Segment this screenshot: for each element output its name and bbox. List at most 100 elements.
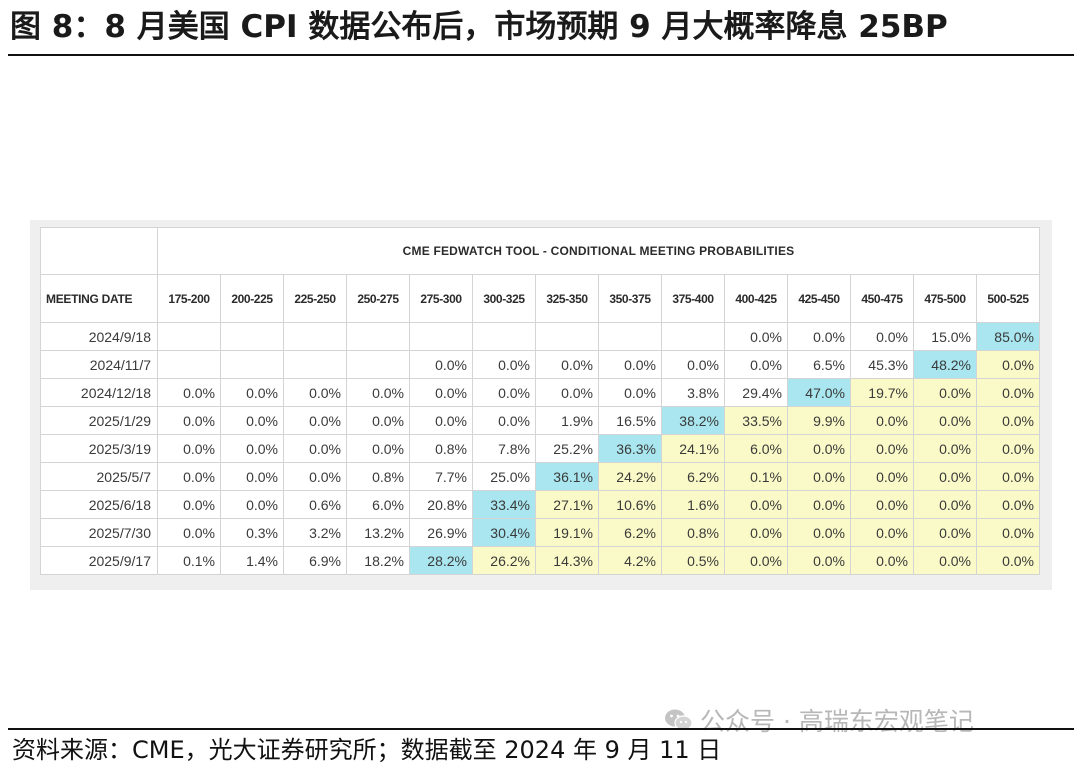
- range-header: 175-200: [157, 274, 221, 323]
- probability-cell: 3.8%: [661, 378, 725, 407]
- probability-cell: 0.0%: [472, 350, 536, 379]
- wechat-icon: [664, 708, 694, 739]
- probability-cell: 0.0%: [157, 434, 221, 463]
- probability-cell: 0.0%: [913, 406, 977, 435]
- probability-cell: [220, 350, 284, 379]
- table-row: 2025/1/29 0.0% 0.0% 0.0% 0.0% 0.0% 0.0% 1.9% 16.…: [40, 406, 1040, 435]
- probability-cell: 13.2%: [346, 518, 410, 547]
- probability-cell: 0.0%: [724, 490, 788, 519]
- probability-cell: 19.7%: [850, 378, 914, 407]
- probability-cell: 0.0%: [409, 378, 473, 407]
- probability-cell: [157, 350, 221, 379]
- range-header: 350-375: [598, 274, 662, 323]
- probability-cell: 0.0%: [850, 322, 914, 351]
- probability-cell: 0.0%: [409, 350, 473, 379]
- probability-cell: 14.3%: [535, 546, 599, 575]
- probability-cell: 7.8%: [472, 434, 536, 463]
- probability-cell: 36.1%: [535, 462, 599, 491]
- probability-cell: 0.0%: [787, 490, 851, 519]
- probability-cell: 0.0%: [913, 434, 977, 463]
- range-header: 250-275: [346, 274, 410, 323]
- probability-cell: 0.0%: [724, 350, 788, 379]
- probability-cell: 1.6%: [661, 490, 725, 519]
- range-header: 475-500: [913, 274, 977, 323]
- probability-cell: 0.0%: [913, 378, 977, 407]
- probability-cell: 0.5%: [661, 546, 725, 575]
- probability-cell: 0.0%: [913, 546, 977, 575]
- probability-cell: 29.4%: [724, 378, 788, 407]
- probability-cell: 19.1%: [535, 518, 599, 547]
- watermark-text: 公众号 · 高瑞东宏观笔记: [700, 707, 974, 736]
- probability-cell: 0.1%: [724, 462, 788, 491]
- range-header: 225-250: [283, 274, 347, 323]
- probability-cell: 0.0%: [976, 490, 1040, 519]
- probability-cell: 26.2%: [472, 546, 536, 575]
- probability-cell: [472, 322, 536, 351]
- probability-cell: 47.0%: [787, 378, 851, 407]
- probability-cell: 0.0%: [850, 434, 914, 463]
- meeting-date-cell: 2025/3/19: [40, 434, 158, 463]
- probability-cell: 0.0%: [787, 434, 851, 463]
- probability-cell: 6.5%: [787, 350, 851, 379]
- probability-cell: 6.2%: [661, 462, 725, 491]
- probability-cell: 27.1%: [535, 490, 599, 519]
- table-row: 2025/3/19 0.0% 0.0% 0.0% 0.0% 0.8% 7.8% 25.2% 36…: [40, 434, 1040, 463]
- probability-cell: [220, 322, 284, 351]
- range-header: 400-425: [724, 274, 788, 323]
- probability-cell: [598, 322, 662, 351]
- probability-cell: 0.0%: [157, 462, 221, 491]
- probability-cell: 0.0%: [220, 434, 284, 463]
- probability-cell: 0.0%: [157, 490, 221, 519]
- figure-title: 图 8：8 月美国 CPI 数据公布后，市场预期 9 月大概率降息 25BP: [10, 9, 948, 45]
- probability-cell: 0.0%: [472, 378, 536, 407]
- probability-cell: 30.4%: [472, 518, 536, 547]
- probability-cell: 0.0%: [220, 406, 284, 435]
- probability-cell: 4.2%: [598, 546, 662, 575]
- probability-cell: 0.0%: [913, 462, 977, 491]
- probability-cell: 0.0%: [220, 462, 284, 491]
- probability-cell: 0.0%: [976, 406, 1040, 435]
- probability-cell: 0.0%: [157, 406, 221, 435]
- meeting-date-cell: 2025/6/18: [40, 490, 158, 519]
- probability-cell: [346, 350, 410, 379]
- corner-cell: [40, 227, 158, 275]
- meeting-date-cell: 2025/1/29: [40, 406, 158, 435]
- probability-cell: 0.0%: [283, 462, 347, 491]
- probability-cell: 0.0%: [976, 378, 1040, 407]
- probability-cell: 6.9%: [283, 546, 347, 575]
- table-row: 2024/12/18 0.0% 0.0% 0.0% 0.0% 0.0% 0.0% 0.0% 0.…: [40, 378, 1040, 407]
- probability-cell: [283, 350, 347, 379]
- probability-cell: 0.6%: [283, 490, 347, 519]
- probability-cell: [409, 322, 473, 351]
- probability-cell: 18.2%: [346, 546, 410, 575]
- table-row: 2025/9/17 0.1% 1.4% 6.9% 18.2% 28.2% 26.2% 14.3…: [40, 546, 1040, 575]
- probability-cell: 0.0%: [913, 490, 977, 519]
- probability-cell: 0.8%: [346, 462, 410, 491]
- probability-cell: 7.7%: [409, 462, 473, 491]
- probability-cell: 6.0%: [346, 490, 410, 519]
- range-header: 375-400: [661, 274, 725, 323]
- probability-cell: 36.3%: [598, 434, 662, 463]
- probability-cell: 45.3%: [850, 350, 914, 379]
- table-row: 2025/7/30 0.0% 0.3% 3.2% 13.2% 26.9% 30.4% 19.1…: [40, 518, 1040, 547]
- probability-cell: 3.2%: [283, 518, 347, 547]
- probability-cell: 0.0%: [976, 518, 1040, 547]
- probability-cell: [661, 322, 725, 351]
- range-header: 275-300: [409, 274, 473, 323]
- table-row: 2024/11/7 0.0% 0.0% 0.0% 0.0% 0.0% 0.0% 6.5% 45.…: [40, 350, 1040, 379]
- meeting-date-header: MEETING DATE: [40, 274, 158, 323]
- probability-cell: 0.0%: [976, 350, 1040, 379]
- probability-cell: 0.0%: [346, 378, 410, 407]
- probability-cell: 10.6%: [598, 490, 662, 519]
- probability-cell: [535, 322, 599, 351]
- fedwatch-table: CME FEDWATCH TOOL - CONDITIONAL MEETING …: [40, 227, 1040, 575]
- probability-cell: 85.0%: [976, 322, 1040, 351]
- probability-cell: 0.0%: [598, 350, 662, 379]
- range-header: 325-350: [535, 274, 599, 323]
- probability-cell: 9.9%: [787, 406, 851, 435]
- table-row: 2025/6/18 0.0% 0.0% 0.6% 6.0% 20.8% 33.4% 27.1%…: [40, 490, 1040, 519]
- probability-cell: 6.2%: [598, 518, 662, 547]
- source-rule: [8, 728, 1074, 730]
- probability-cell: 0.0%: [724, 518, 788, 547]
- probability-cell: 0.0%: [472, 406, 536, 435]
